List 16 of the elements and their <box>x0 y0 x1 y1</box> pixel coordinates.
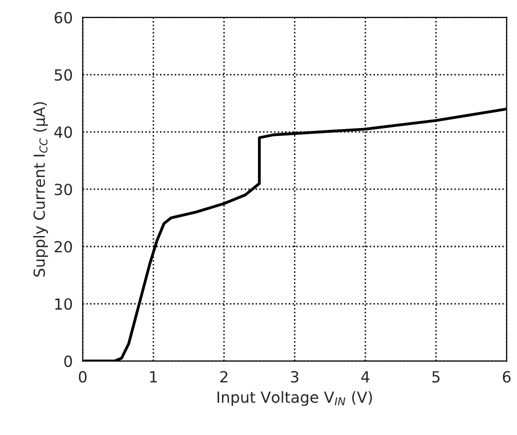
x-tick-label: 0 <box>78 371 87 383</box>
y-tick-label: 0 <box>64 356 72 368</box>
x-axis-title: Input Voltage V$_{IN}$ (V) <box>218 391 372 406</box>
x-tick-label: 1 <box>150 371 157 382</box>
x-tick-label: 2 <box>220 371 228 382</box>
y-tick-label: 60 <box>54 12 72 24</box>
y-tick-label: 30 <box>54 184 72 196</box>
x-tick-label: 5 <box>432 371 440 383</box>
y-tick-label: 20 <box>54 240 72 253</box>
y-tick-label: 50 <box>54 69 72 81</box>
y-tick-label: 40 <box>54 126 72 138</box>
x-tick-label: 3 <box>290 371 298 383</box>
y-tick-label: 10 <box>55 298 72 310</box>
x-tick-label: 6 <box>502 371 511 383</box>
x-tick-label: 4 <box>361 371 370 382</box>
y-axis-title: Supply Current I$_{CC}$ (μA) <box>33 102 48 277</box>
